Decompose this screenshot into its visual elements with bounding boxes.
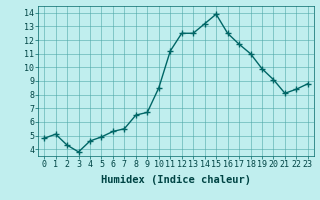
X-axis label: Humidex (Indice chaleur): Humidex (Indice chaleur) — [101, 175, 251, 185]
